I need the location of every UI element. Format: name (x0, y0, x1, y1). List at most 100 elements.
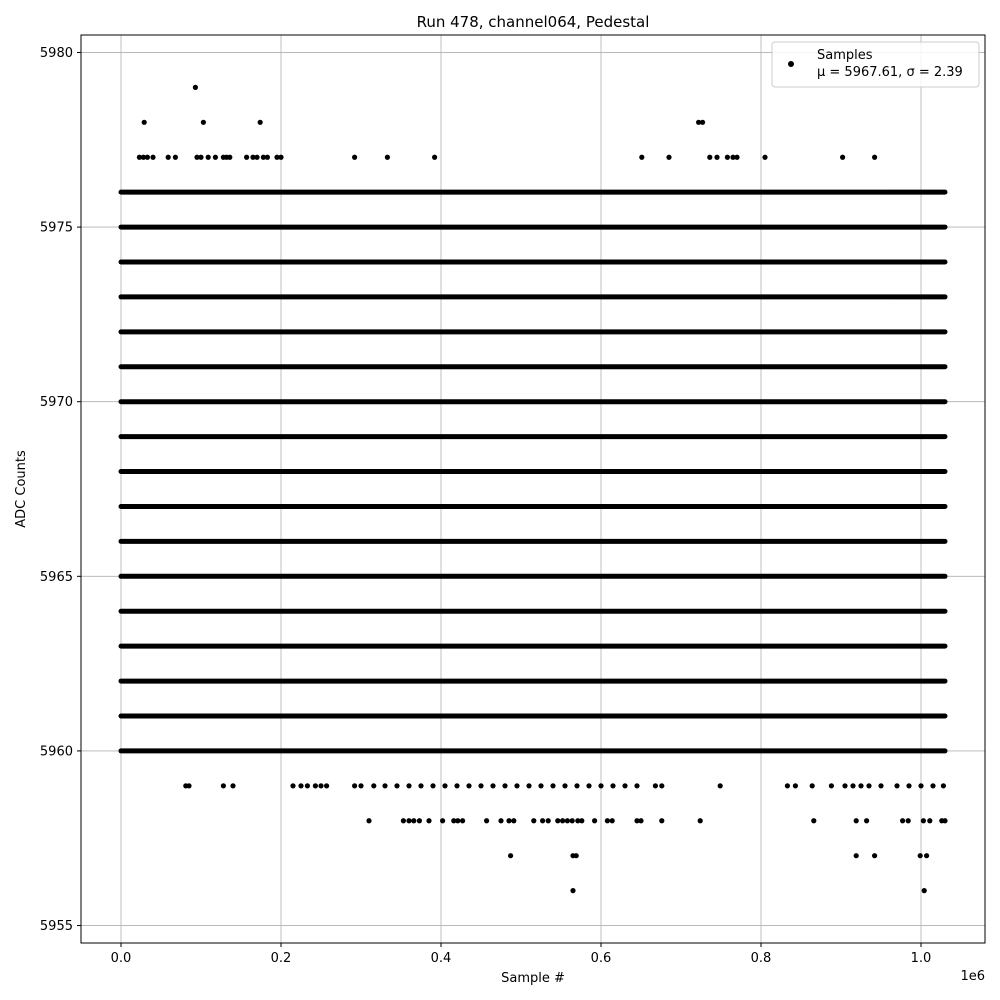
data-point (574, 783, 580, 789)
axis-ticks: 0.0 0.2 0.4 0.6 0.8 1.0 5955 5960 5965 5970 5975 59… (40, 46, 931, 966)
data-point (707, 154, 713, 160)
y-tick-label: 5970 (40, 395, 73, 410)
data-point (828, 783, 835, 789)
data-point (358, 783, 364, 789)
data-point (478, 783, 484, 789)
data-point (194, 154, 200, 160)
x-tick-label: 0.2 (271, 951, 292, 966)
data-point (136, 154, 142, 160)
data-point (400, 818, 406, 824)
data-point (150, 154, 156, 160)
data-point (784, 783, 791, 789)
data-point (227, 154, 233, 160)
data-point (352, 783, 358, 789)
data-point (545, 818, 551, 824)
data-point (809, 783, 815, 789)
data-point (562, 783, 568, 789)
data-point (634, 783, 640, 789)
data-point (140, 154, 146, 160)
data-point (697, 818, 703, 824)
data-point (254, 154, 260, 160)
data-point (940, 783, 947, 789)
data-point (866, 783, 872, 789)
legend-box (771, 41, 980, 88)
data-point (531, 818, 537, 824)
data-point (942, 818, 948, 824)
data-point (540, 818, 546, 824)
data-point (538, 783, 544, 789)
legend: Samples μ = 5967.61, σ = 2.39 (771, 41, 980, 88)
data-point (526, 783, 532, 789)
data-point (394, 783, 400, 789)
data-point (451, 818, 457, 824)
data-point (382, 783, 388, 789)
data-point (853, 853, 859, 859)
data-point (312, 783, 318, 789)
data-point (490, 783, 496, 789)
legend-stats: μ = 5967.61, σ = 2.39 (817, 65, 963, 80)
data-point (508, 853, 514, 859)
data-point (569, 818, 575, 824)
data-point (609, 818, 615, 824)
legend-label: Samples (817, 48, 873, 63)
data-point (442, 783, 448, 789)
x-axis-offset-label: 1e6 (960, 969, 985, 984)
data-point (511, 818, 517, 824)
y-tick-label: 5980 (40, 46, 73, 61)
data-point (198, 154, 204, 160)
data-point (384, 154, 390, 160)
x-tick-label: 0.8 (751, 951, 772, 966)
data-point (324, 783, 330, 789)
data-point (906, 783, 912, 789)
data-point (274, 154, 280, 160)
data-point (878, 783, 884, 789)
data-point (411, 818, 417, 824)
data-point (192, 84, 198, 90)
x-tick-label: 1.0 (911, 951, 932, 966)
data-point (230, 783, 236, 789)
x-axis-label: Sample # (501, 971, 565, 986)
data-point (416, 818, 422, 824)
data-point (573, 853, 579, 859)
y-tick-label: 5965 (40, 570, 73, 585)
data-point (564, 818, 571, 824)
data-point (165, 154, 171, 160)
data-point (172, 154, 178, 160)
data-point (555, 818, 561, 824)
data-point (484, 818, 490, 824)
data-point (440, 818, 446, 824)
data-point (604, 818, 611, 824)
data-point (406, 818, 412, 824)
data-point (634, 818, 640, 824)
data-point (638, 818, 644, 824)
data-point (864, 818, 870, 824)
data-point (586, 783, 592, 789)
data-point (592, 818, 598, 824)
data-point (598, 783, 604, 789)
data-point (652, 783, 659, 789)
y-tick-label: 5975 (40, 221, 73, 236)
y-axis-label: ADC Counts (14, 450, 29, 528)
data-point (466, 783, 472, 789)
data-point (212, 154, 218, 160)
data-point (900, 818, 906, 824)
data-point (502, 783, 508, 789)
data-point (858, 783, 864, 789)
data-point (432, 154, 438, 160)
data-point (260, 154, 266, 160)
data-point (366, 818, 372, 824)
data-point (639, 154, 645, 160)
data-point (371, 783, 377, 789)
data-point (560, 818, 566, 824)
data-point (318, 783, 324, 789)
data-point (550, 783, 556, 789)
data-point (186, 783, 192, 789)
data-point (406, 783, 412, 789)
chart-title: Run 478, channel064, Pedestal (417, 13, 650, 31)
data-point (840, 154, 846, 160)
y-tick-label: 5960 (40, 744, 73, 759)
data-point (920, 818, 927, 824)
data-point (575, 818, 581, 824)
data-point (298, 783, 304, 789)
data-point (426, 818, 432, 824)
